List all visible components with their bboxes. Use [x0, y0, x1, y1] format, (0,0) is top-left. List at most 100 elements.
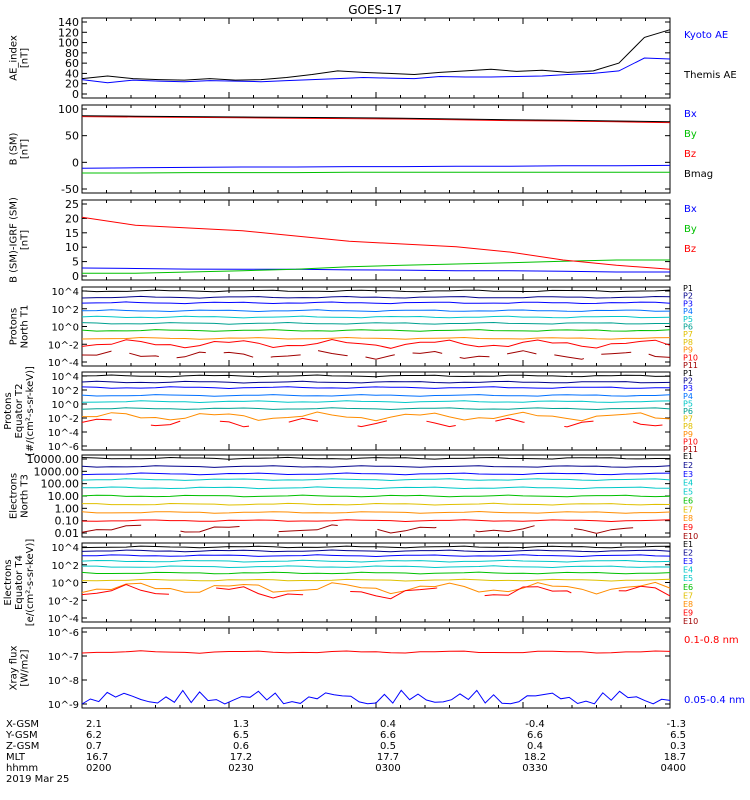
legend-entry: By — [684, 224, 697, 235]
series-line — [81, 380, 671, 384]
series-line — [81, 216, 671, 270]
series-line — [81, 478, 671, 482]
ephemeris-value: 6.2 — [86, 730, 102, 741]
legend-entry: E5 — [683, 488, 693, 497]
legend-entry: 0.1-0.8 nm — [684, 635, 739, 646]
series-line — [82, 171, 670, 174]
y-tick-label: 10^-7 — [48, 652, 79, 663]
panel-frame — [81, 286, 671, 367]
legend-entry: E9 — [683, 523, 693, 532]
legend-entry: Bz — [684, 244, 696, 255]
y-tick-label: 10^-6 — [48, 628, 79, 639]
series-line — [81, 545, 671, 549]
legend-entry: E3 — [683, 557, 693, 566]
y-tick-label: 100 — [58, 37, 79, 50]
ephemeris-row-label: Y-GSM — [5, 730, 38, 741]
series-line — [81, 116, 671, 124]
ephemeris-value: 6.6 — [527, 730, 543, 741]
ephemeris-value: 1.3 — [233, 719, 249, 730]
legend-entry: P10 — [683, 353, 698, 362]
y-tick-label: 10^2 — [52, 561, 79, 572]
y-tick-label: 10^-4 — [48, 428, 79, 439]
legend-entry: P8 — [683, 338, 693, 347]
legend-entry: E1 — [683, 452, 693, 461]
y-tick-label: 20 — [65, 212, 79, 225]
legend-entry: P7 — [683, 330, 693, 339]
legend-entry: Bmag — [684, 169, 713, 180]
series-line — [81, 57, 671, 84]
y-axis-label-line: [e/(cm²-s-sr-keV)] — [25, 539, 36, 627]
legend-entry: E2 — [683, 461, 693, 470]
ephemeris-value: 16.7 — [86, 752, 108, 763]
y-axis-label-line: Electrons — [3, 559, 14, 605]
series-line — [81, 571, 671, 575]
y-tick-label: 10^0 — [52, 400, 79, 411]
y-axis-label-line: [nT] — [20, 139, 31, 159]
y-axis-label: ElectronsEquator T4[e/(cm²-s-sr-keV)] — [3, 539, 36, 627]
series-line — [82, 565, 671, 569]
ephemeris-value: 0.7 — [86, 741, 102, 752]
series-line — [81, 301, 671, 305]
series-line — [81, 386, 670, 390]
y-tick-label: 10^4 — [52, 543, 79, 554]
y-tick-label: 10^-4 — [48, 614, 79, 625]
series-line — [81, 456, 670, 460]
y-tick-label: 10^2 — [52, 386, 79, 397]
y-axis-label-line: Equator T2 — [14, 384, 25, 439]
panel-frame — [81, 542, 671, 623]
series-line — [81, 374, 671, 378]
series-line — [82, 411, 671, 422]
y-axis-label-line: Electrons — [9, 473, 20, 519]
y-tick-label: 10^-6 — [48, 442, 79, 453]
ephemeris-row-label: X-GSM — [6, 719, 39, 730]
y-axis-label-line: Protons — [3, 392, 14, 429]
ephemeris-value: 6.5 — [670, 730, 686, 741]
y-tick-label: 10^-4 — [48, 358, 79, 369]
ephemeris-value: -1.3 — [666, 719, 686, 730]
legend-entry: P10 — [683, 437, 698, 446]
ephemeris-value: 0300 — [375, 763, 400, 774]
y-axis-label-line: [nT] — [20, 230, 31, 250]
y-tick-label: 0.01 — [55, 527, 80, 540]
series-line — [81, 321, 670, 325]
y-tick-label: 10^-9 — [48, 700, 79, 711]
legend-entry: E6 — [683, 583, 693, 592]
y-tick-label: 10^4 — [52, 287, 79, 298]
y-tick-label: 10.00 — [48, 490, 80, 503]
series-line — [81, 394, 671, 397]
y-tick-label: -50 — [61, 183, 79, 196]
y-axis-label-line: B (SM) — [9, 132, 20, 165]
y-tick-label: 0 — [72, 156, 79, 169]
legend-entry: P9 — [683, 430, 693, 439]
legend-entry: E3 — [683, 470, 693, 479]
legend-entry: P11 — [683, 361, 698, 370]
legend-entry: E5 — [683, 574, 693, 583]
y-tick-label: 10^0 — [52, 323, 79, 334]
plot-title: GOES-17 — [348, 3, 402, 17]
legend-entry: E8 — [683, 514, 693, 523]
legend-entry: By — [684, 129, 697, 140]
legend-entry: P5 — [683, 315, 693, 324]
series-line — [82, 554, 671, 558]
ephemeris-value: 0330 — [522, 763, 547, 774]
legend-entry: P3 — [683, 299, 693, 308]
y-tick-label: 60 — [65, 57, 79, 70]
y-tick-label: 15 — [65, 227, 79, 240]
legend-entry: E2 — [683, 549, 693, 558]
y-axis-label: ProtonsEquator T2[#/(cm²-s-sr-keV)] — [3, 366, 36, 456]
y-axis-label: B (SM)[nT] — [9, 132, 31, 165]
series-line — [81, 115, 671, 123]
ephemeris-value: 0.4 — [527, 741, 543, 752]
y-tick-label: 5 — [72, 256, 79, 269]
y-tick-label: 25 — [65, 198, 79, 211]
series-line — [81, 164, 671, 169]
y-tick-label: 10^-2 — [48, 596, 79, 607]
y-tick-label: 10^0 — [52, 579, 79, 590]
ephemeris-value: 0.4 — [380, 719, 396, 730]
series-line — [81, 559, 671, 563]
ephemeris-row-label: MLT — [6, 752, 26, 763]
y-axis-label-line: [nT] — [20, 48, 31, 68]
